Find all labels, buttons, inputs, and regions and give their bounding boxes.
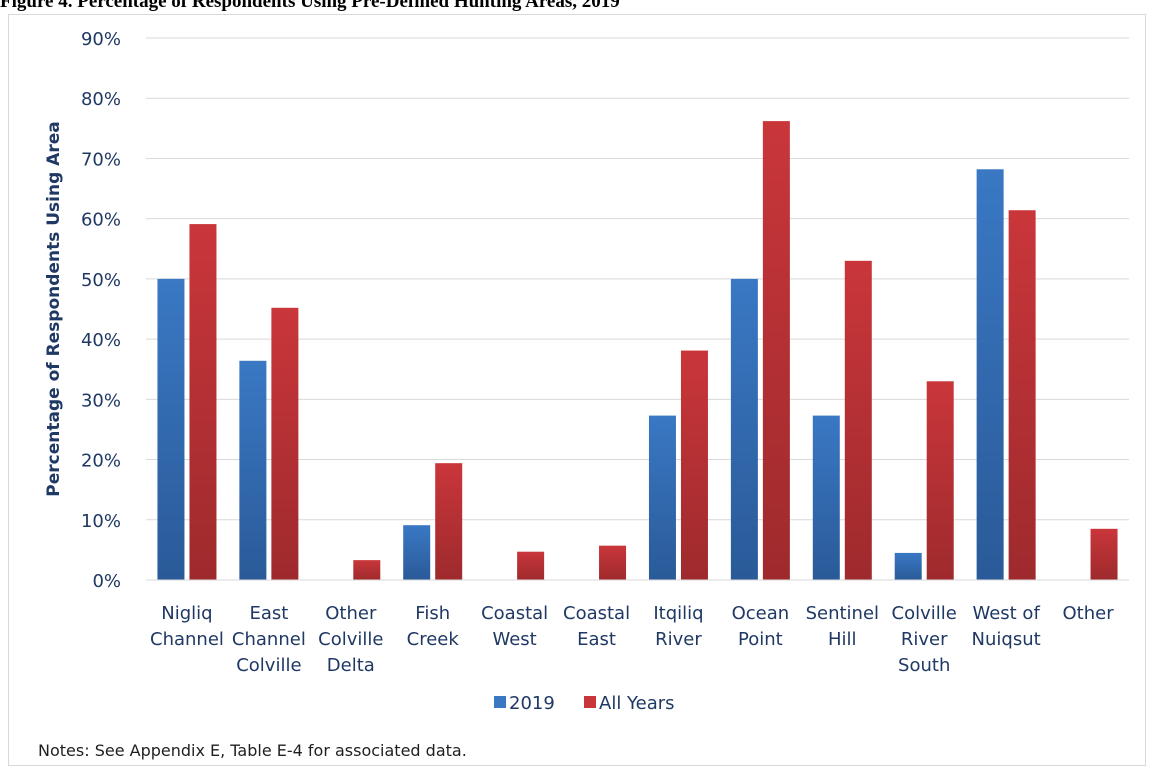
x-tick-label: River <box>901 629 948 650</box>
y-tick-label: 60% <box>81 210 121 231</box>
x-tick-label: Point <box>738 629 783 650</box>
chart-note: Notes: See Appendix E, Table E-4 for ass… <box>38 741 467 760</box>
chart-frame: 0% 10% 20% 30% 40% 50% 60% 70% 80% 90% Percentage … <box>8 14 1146 766</box>
y-tick-label: 40% <box>81 330 121 351</box>
y-tick-label: 50% <box>81 270 121 291</box>
bar-all-years <box>353 560 381 580</box>
x-tick-label: Colville <box>318 629 383 650</box>
x-tick-label: Creek <box>407 629 460 650</box>
x-tick-label: Coastal <box>563 603 630 624</box>
bar-2019 <box>648 415 676 580</box>
x-tick-label: Other <box>325 603 377 624</box>
x-tick-label: Hill <box>828 629 857 650</box>
x-tick-label: West of <box>972 603 1040 624</box>
bar-all-years <box>762 121 790 581</box>
bar-chart: 0% 10% 20% 30% 40% 50% 60% 70% 80% 90% Percentage … <box>44 29 1129 714</box>
y-tick-label: 10% <box>81 511 121 532</box>
bar-2019 <box>894 552 922 580</box>
legend-label: 2019 <box>509 693 555 714</box>
x-tick-label: Channel <box>150 629 224 650</box>
y-tick-label: 90% <box>81 29 121 50</box>
bar-2019 <box>812 415 840 580</box>
y-tick-label: 20% <box>81 451 121 472</box>
x-tick-label: River <box>655 629 702 650</box>
x-tick-label: Ocean <box>732 603 790 624</box>
bar-all-years <box>599 545 627 580</box>
x-tick-label: Channel <box>232 629 306 650</box>
bar-all-years <box>271 307 299 580</box>
x-tick-label: Other <box>1062 603 1114 624</box>
x-tick-label: Delta <box>327 655 375 676</box>
y-tick-label: 0% <box>92 571 121 592</box>
x-tick-label: East <box>577 629 616 650</box>
bar-all-years <box>926 381 954 580</box>
bar-2019 <box>730 278 758 580</box>
x-tick-label: Sentinel <box>806 603 879 624</box>
x-tick-label: East <box>249 603 288 624</box>
bar-all-years <box>680 350 708 580</box>
y-tick-label: 80% <box>81 89 121 110</box>
legend-label: All Years <box>599 693 675 714</box>
y-tick-label: 70% <box>81 149 121 170</box>
bar-2019 <box>976 169 1004 581</box>
x-tick-label: Nuiqsut <box>972 629 1041 650</box>
bar-2019 <box>157 278 185 580</box>
bar-all-years <box>189 224 217 580</box>
x-tick-label: Colville <box>236 655 301 676</box>
bar-all-years <box>1090 528 1118 580</box>
figure-title: Figure 4. Percentage of Respondents Usin… <box>0 0 620 12</box>
x-tick-label: Fish <box>415 603 450 624</box>
y-axis-title: Percentage of Respondents Using Area <box>44 121 64 496</box>
legend-swatch-all-years <box>584 696 596 708</box>
bar-all-years <box>844 260 872 580</box>
x-tick-label: Nigliq <box>161 603 212 624</box>
y-tick-label: 30% <box>81 390 121 411</box>
bar-2019 <box>403 525 431 580</box>
bar-all-years <box>435 463 463 580</box>
x-tick-label: Coastal <box>481 603 548 624</box>
x-tick-label: Itqiliq <box>653 603 703 624</box>
bar-2019 <box>239 360 267 580</box>
bar-all-years <box>1008 210 1036 581</box>
x-tick-label: West <box>492 629 536 650</box>
x-tick-label: South <box>898 655 950 676</box>
legend-swatch-2019 <box>494 696 506 708</box>
bar-all-years <box>517 551 545 580</box>
x-tick-label: Colville <box>892 603 957 624</box>
